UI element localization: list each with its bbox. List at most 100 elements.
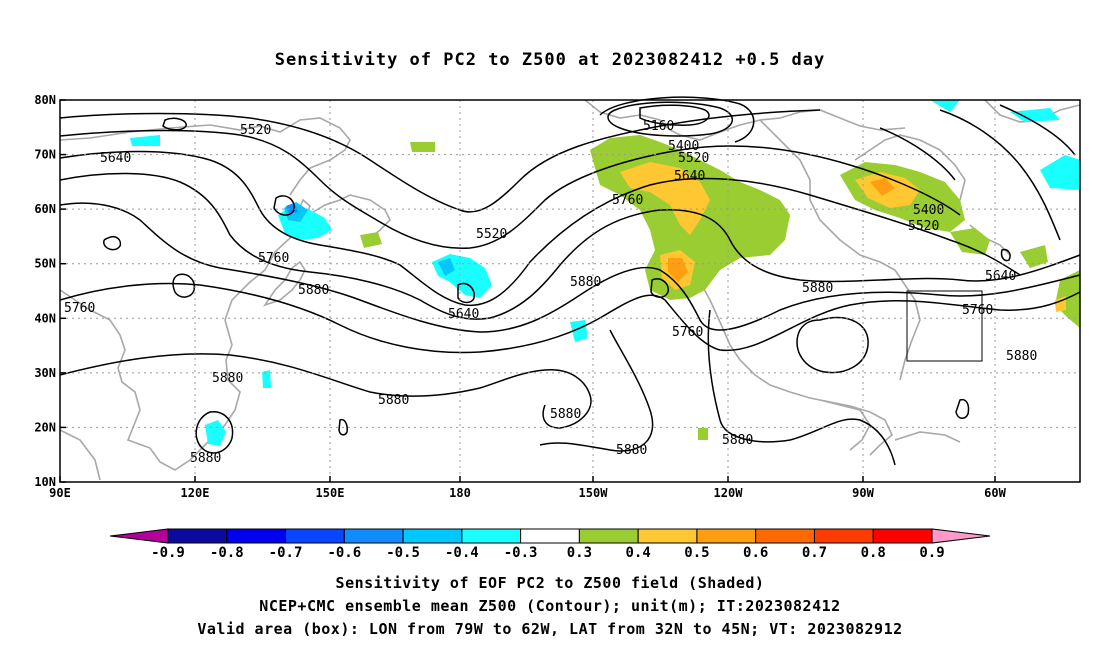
shade-blob-positive bbox=[410, 142, 435, 152]
contour-label: 5640 bbox=[674, 169, 705, 184]
contour-label: 5520 bbox=[678, 151, 709, 166]
contour-label: 5880 bbox=[722, 433, 753, 448]
lon-tick-label: 90W bbox=[852, 486, 874, 500]
colorbar-label: -0.9 bbox=[151, 545, 185, 561]
shade-blob-positive bbox=[360, 232, 382, 248]
contour-label: 5880 bbox=[1006, 349, 1037, 364]
shade-blob-positive bbox=[950, 228, 990, 255]
shade-blob-positive bbox=[698, 428, 708, 440]
lat-tick-label: 50N bbox=[34, 257, 56, 271]
shade-blob-negative bbox=[570, 320, 588, 342]
lat-tick-label: 80N bbox=[34, 93, 56, 107]
colorbar-box bbox=[578, 528, 639, 544]
shade-blob-negative bbox=[438, 258, 455, 276]
contour-label: 5640 bbox=[985, 269, 1016, 284]
contour-label: 5520 bbox=[476, 227, 507, 242]
contour-label: 5520 bbox=[908, 219, 939, 234]
lon-tick-label: 120W bbox=[714, 486, 744, 500]
colorbar-label: 0.6 bbox=[743, 545, 768, 561]
contour-label: 5880 bbox=[298, 283, 329, 298]
lat-tick-label: 10N bbox=[34, 475, 56, 489]
colorbar-box bbox=[872, 528, 933, 544]
caption-shaded: Sensitivity of EOF PC2 to Z500 field (Sh… bbox=[335, 574, 765, 592]
colorbar-box bbox=[226, 528, 287, 544]
colorbar-label: 0.4 bbox=[626, 545, 651, 561]
lat-tick-label: 40N bbox=[34, 311, 56, 325]
shade-blob-positive bbox=[870, 178, 895, 196]
colorbar-box bbox=[167, 528, 228, 544]
lon-axis: 90E 120E 150E 180 150W 120W 90W 60W bbox=[49, 476, 1007, 500]
colorbar-label: -0.3 bbox=[504, 545, 538, 561]
lon-tick-label: 60W bbox=[984, 486, 1006, 500]
contour-label: 5760 bbox=[612, 193, 643, 208]
colorbar-label: 0.8 bbox=[861, 545, 886, 561]
contour-label: 5880 bbox=[802, 281, 833, 296]
colorbar-label: 0.3 bbox=[567, 545, 592, 561]
valid-area-box bbox=[906, 290, 983, 362]
colorbar-box bbox=[755, 528, 815, 544]
colorbar-arrow-left bbox=[109, 528, 169, 544]
lat-axis: 80N 70N 60N 50N 40N 30N 20N 10N bbox=[34, 93, 66, 489]
lat-tick-label: 20N bbox=[34, 420, 56, 434]
colorbar-box bbox=[520, 528, 580, 544]
lon-tick-label: 150W bbox=[579, 486, 609, 500]
colorbar-arrow-right bbox=[931, 528, 991, 544]
contour-label: 5880 bbox=[616, 443, 647, 458]
caption-contour: NCEP+CMC ensemble mean Z500 (Contour); u… bbox=[259, 597, 841, 615]
shade-blob-negative bbox=[286, 203, 298, 213]
shade-blob-positive bbox=[620, 162, 710, 235]
contour-label: 5400 bbox=[668, 139, 699, 154]
contour-label: 5880 bbox=[550, 407, 581, 422]
graticule bbox=[60, 100, 1080, 482]
contour-labels: 5520 5640 5520 5760 5880 5640 5760 5160 … bbox=[64, 119, 1037, 466]
map-frame bbox=[59, 99, 1081, 483]
shaded-sensitivity bbox=[130, 100, 1080, 446]
colorbar-box bbox=[402, 528, 463, 544]
colorbar-label: 0.5 bbox=[684, 545, 709, 561]
contour-label: 5880 bbox=[378, 393, 409, 408]
lat-tick-label: 30N bbox=[34, 366, 56, 380]
colorbar-box bbox=[343, 528, 404, 544]
colorbar-label: -0.8 bbox=[210, 545, 244, 561]
shade-blob-negative bbox=[1040, 155, 1080, 190]
shade-blob-negative bbox=[262, 370, 271, 388]
contour-label: 5760 bbox=[962, 303, 993, 318]
shade-blob-negative bbox=[930, 100, 960, 112]
colorbar-box bbox=[461, 528, 522, 544]
contour-label: 5760 bbox=[258, 251, 289, 266]
caption-valid-area: Valid area (box): LON from 79W to 62W, L… bbox=[197, 620, 903, 638]
shade-blob-negative bbox=[1010, 108, 1060, 122]
contour-label: 5760 bbox=[672, 325, 703, 340]
contour-label: 5640 bbox=[448, 307, 479, 322]
shade-blob-negative bbox=[130, 135, 160, 146]
contour-label: 5640 bbox=[100, 151, 131, 166]
colorbar-label: 0.9 bbox=[919, 545, 944, 561]
shade-blob-positive bbox=[1055, 270, 1080, 328]
contour-label: 5880 bbox=[212, 371, 243, 386]
lon-tick-label: 180 bbox=[449, 486, 471, 500]
contour-label: 5760 bbox=[64, 301, 95, 316]
colorbar-label: -0.7 bbox=[269, 545, 303, 561]
shade-blob-negative bbox=[205, 420, 226, 446]
contour-label: 5880 bbox=[570, 275, 601, 290]
contour-label: 5400 bbox=[913, 203, 944, 218]
colorbar-box bbox=[696, 528, 757, 544]
colorbar-label: -0.4 bbox=[445, 545, 479, 561]
sensitivity-map: 5520 5640 5520 5760 5880 5640 5760 5160 … bbox=[34, 93, 1081, 561]
colorbar-box bbox=[285, 528, 345, 544]
shade-blob-negative bbox=[432, 254, 492, 298]
lon-tick-label: 120E bbox=[181, 486, 210, 500]
shade-blob-positive bbox=[1020, 245, 1048, 268]
map-title: Sensitivity of PC2 to Z500 at 2023082412… bbox=[274, 50, 826, 70]
lat-tick-label: 60N bbox=[34, 202, 56, 216]
colorbar-label: -0.6 bbox=[327, 545, 361, 561]
contour-label: 5160 bbox=[643, 119, 674, 134]
contour-label: 5520 bbox=[240, 123, 271, 138]
colorbar: -0.9 -0.8 -0.7 -0.6 -0.5 -0.4 -0.3 0.3 0.4 0.5 0.6… bbox=[109, 528, 991, 561]
lon-tick-label: 90E bbox=[49, 486, 71, 500]
colorbar-label: -0.5 bbox=[386, 545, 420, 561]
colorbar-box bbox=[813, 528, 874, 544]
colorbar-label: 0.7 bbox=[802, 545, 827, 561]
contour-label: 5880 bbox=[190, 451, 221, 466]
lon-tick-label: 150E bbox=[316, 486, 345, 500]
